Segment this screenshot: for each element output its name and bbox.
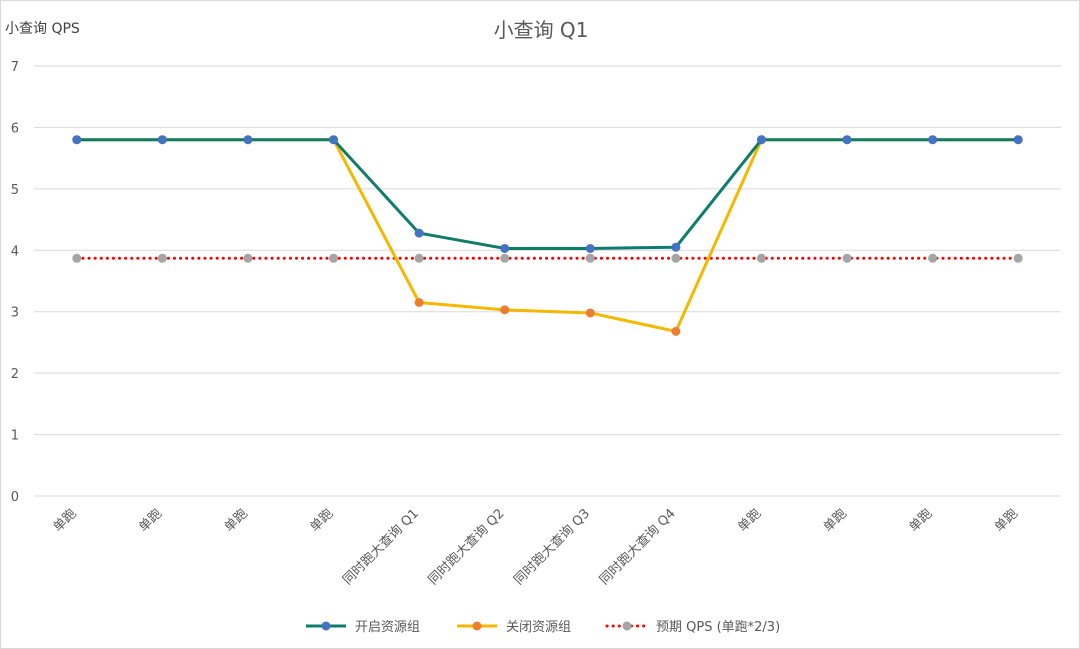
y-tick-label: 0 xyxy=(11,490,19,505)
gridlines xyxy=(34,65,1061,497)
data-point xyxy=(842,253,852,263)
data-point xyxy=(414,298,424,307)
data-point xyxy=(928,253,938,263)
data-point xyxy=(671,242,681,252)
y-tick-label: 3 xyxy=(11,306,19,321)
series-line xyxy=(76,138,1019,333)
series-2 xyxy=(72,135,1023,336)
data-point xyxy=(585,243,595,253)
y-tick-label: 1 xyxy=(11,429,19,444)
data-point xyxy=(500,243,510,253)
data-point xyxy=(1013,135,1023,145)
data-point xyxy=(756,135,766,145)
legend-swatch-marker xyxy=(622,621,632,631)
data-point xyxy=(500,253,510,263)
y-tick-label: 7 xyxy=(11,60,19,75)
series-3 xyxy=(72,253,1023,263)
data-point xyxy=(500,305,510,315)
x-tick-label: 单跑 xyxy=(136,506,165,535)
data-point xyxy=(928,135,938,145)
x-tick-labels: 单跑 单跑 单跑 单跑 同时跑大查询 Q1 同时跑大查询 Q2 同时跑大查询 Q3 同时跑大查… xyxy=(51,506,1021,588)
data-point xyxy=(671,326,681,336)
data-point xyxy=(243,135,253,145)
legend-label: 关闭资源组 xyxy=(506,620,571,635)
data-point xyxy=(157,253,167,263)
y-axis-label: 小查询 QPS xyxy=(5,21,80,37)
data-point xyxy=(72,135,82,145)
x-tick-label: 同时跑大查询 Q3 xyxy=(511,506,593,588)
series-line xyxy=(76,138,1019,250)
y-tick-label: 5 xyxy=(11,183,19,198)
data-point xyxy=(585,253,595,263)
x-tick-label: 单跑 xyxy=(51,506,80,535)
x-tick-label: 同时跑大查询 Q4 xyxy=(597,506,679,588)
legend-swatch-marker xyxy=(321,621,331,631)
chart-title: 小查询 Q1 xyxy=(494,18,589,42)
x-tick-label: 单跑 xyxy=(222,506,251,535)
data-point xyxy=(414,253,424,263)
series-group xyxy=(72,135,1023,336)
y-tick-labels: 0 1 2 3 4 5 6 7 xyxy=(11,60,19,505)
data-point xyxy=(585,308,595,318)
legend-item: 预期 QPS (单跑*2/3) xyxy=(605,620,780,635)
y-tick-label: 2 xyxy=(11,367,19,382)
legend-swatch-marker xyxy=(472,621,482,631)
y-tick-label: 4 xyxy=(11,244,19,259)
data-point xyxy=(842,135,852,145)
data-point xyxy=(243,253,253,263)
x-tick-label: 同时跑大查询 Q2 xyxy=(426,506,508,588)
legend-item: 关闭资源组 xyxy=(457,620,571,635)
x-tick-label: 单跑 xyxy=(735,506,764,535)
legend: 开启资源组 关闭资源组 预期 QPS (单跑*2/3) xyxy=(306,620,780,635)
x-tick-label: 单跑 xyxy=(307,506,336,535)
legend-item: 开启资源组 xyxy=(306,620,420,635)
x-tick-label: 单跑 xyxy=(906,506,935,535)
x-tick-label: 同时跑大查询 Q1 xyxy=(340,506,422,588)
data-point xyxy=(157,135,167,145)
data-point xyxy=(329,253,339,263)
data-point xyxy=(72,253,82,263)
x-tick-label: 单跑 xyxy=(821,506,850,535)
legend-label: 开启资源组 xyxy=(355,620,420,635)
data-point xyxy=(329,135,339,145)
y-tick-label: 6 xyxy=(11,121,19,136)
data-point xyxy=(671,253,681,263)
data-point xyxy=(756,253,766,263)
data-point xyxy=(414,228,424,238)
x-tick-label: 单跑 xyxy=(992,506,1021,535)
series-1 xyxy=(72,135,1023,253)
data-point xyxy=(1013,253,1023,263)
legend-label: 预期 QPS (单跑*2/3) xyxy=(656,620,780,635)
